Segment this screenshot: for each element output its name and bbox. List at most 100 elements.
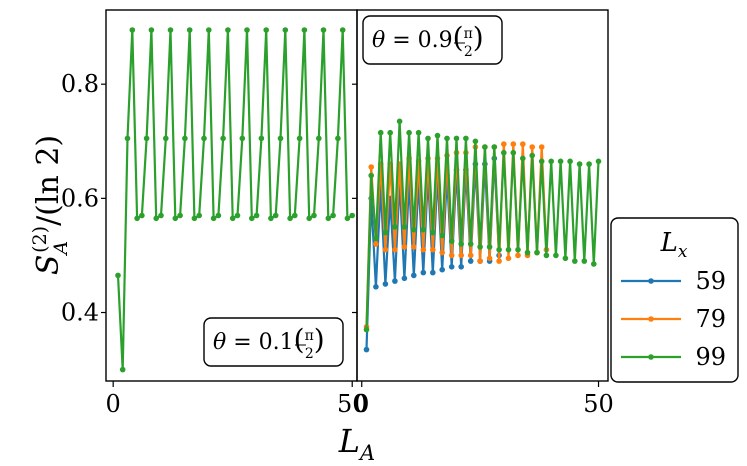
- panel2-point-Lx99: [373, 235, 379, 242]
- panel2-point-Lx79: [486, 255, 493, 262]
- panel2-point-Lx99: [425, 135, 431, 142]
- panel2-point-Lx99: [444, 135, 450, 142]
- panel1-point-Lx99: [306, 215, 313, 222]
- panel1-point-Lx99: [244, 27, 250, 33]
- panel2-point-Lx79: [439, 249, 446, 256]
- legend-label-Lx99: 99: [695, 343, 726, 371]
- panel2-point-Lx99: [501, 149, 507, 156]
- panel2-point-Lx99: [510, 149, 517, 156]
- panel1-point-Lx99: [206, 27, 212, 33]
- panel1-point-Lx99: [330, 212, 336, 219]
- panel1-point-Lx99: [148, 27, 155, 33]
- panel2-point-Lx99: [581, 258, 588, 264]
- panel2-x-tick-label: 0: [354, 390, 369, 418]
- panel2-point-Lx99: [363, 326, 370, 333]
- x-axis-label: LA: [338, 422, 375, 465]
- panel2-point-Lx99: [524, 249, 531, 256]
- panel2-point-Lx79: [529, 144, 535, 150]
- right-panel-frame: [356, 9, 609, 382]
- panel2-point-Lx99: [401, 224, 408, 230]
- panel2-point-Lx79: [515, 252, 521, 259]
- panel1-point-Lx99: [186, 27, 193, 33]
- panel2-point-Lx99: [448, 238, 455, 244]
- panel2-point-Lx79: [382, 246, 389, 253]
- panel2-point-Lx99: [463, 135, 469, 142]
- panel2-point-Lx59: [430, 269, 436, 276]
- panel1-point-Lx99: [287, 215, 293, 222]
- panel2-point-Lx79: [467, 252, 474, 259]
- panel2-point-Lx79: [510, 141, 517, 147]
- panel2-point-Lx99: [576, 161, 583, 167]
- panel2-point-Lx99: [515, 246, 521, 253]
- panel2-point-Lx79: [401, 244, 408, 250]
- panel1-point-Lx99: [163, 135, 169, 142]
- y-axis-label: SA(2)/(ln 2): [29, 135, 72, 275]
- panel2-point-Lx99: [420, 226, 427, 233]
- panel1-point-Lx99: [124, 135, 131, 142]
- panel2-point-Lx99: [520, 155, 526, 162]
- panel1-point-Lx99: [172, 215, 179, 222]
- panel2-point-Lx79: [411, 244, 417, 250]
- panel1-point-Lx99: [349, 212, 356, 219]
- panel1-x-tick-label: 0: [106, 390, 121, 418]
- panel1-point-Lx99: [177, 212, 183, 219]
- panel1-point-Lx99: [229, 215, 236, 222]
- panel1-point-Lx99: [210, 215, 217, 222]
- panel2-point-Lx99: [406, 129, 412, 136]
- panel2-point-Lx79: [373, 241, 379, 247]
- panel2-point-Lx99: [415, 129, 422, 136]
- panel1-point-Lx99: [258, 135, 265, 142]
- panel2-point-Lx79: [458, 252, 465, 259]
- panel2-point-Lx79: [430, 246, 436, 253]
- panel2-point-Lx59: [373, 284, 379, 290]
- right-panel-series: [363, 118, 602, 353]
- panel1-point-Lx99: [272, 212, 279, 219]
- panel1-point-Lx99: [320, 27, 327, 33]
- panel2-point-Lx99: [491, 144, 498, 150]
- panel2-point-Lx99: [567, 158, 573, 165]
- panel2-point-Lx99: [586, 161, 592, 167]
- panel2-point-Lx79: [477, 258, 483, 264]
- legend-marker-Lx79: [648, 316, 654, 322]
- panel2-point-Lx99: [392, 224, 398, 230]
- panel2-x-tick-label: 50: [583, 390, 614, 418]
- panel1-point-Lx99: [239, 135, 246, 142]
- panel2-point-Lx99: [434, 132, 441, 139]
- panel1-point-Lx99: [253, 212, 260, 219]
- panel1-point-Lx99: [249, 215, 255, 222]
- axis-ticks: 0 500.40.60.80 50: [61, 70, 614, 418]
- panel2-point-Lx59: [392, 278, 398, 284]
- panel1-point-Lx99: [339, 27, 346, 33]
- panel2-point-Lx99: [553, 252, 559, 259]
- legend-marker-Lx59: [648, 278, 654, 284]
- panel2-point-Lx59: [363, 346, 370, 353]
- panel1-point-Lx99: [234, 212, 241, 219]
- panel2-point-Lx99: [496, 246, 502, 253]
- left-panel-annotation: θ = 0.1(π 2): [203, 317, 344, 367]
- panel2-point-Lx99: [430, 229, 436, 236]
- panel1-point-Lx99: [282, 27, 289, 33]
- panel1-point-Lx99: [215, 212, 222, 219]
- y-tick-label: 0.4: [61, 299, 99, 327]
- panel1-point-Lx99: [344, 215, 351, 222]
- panel1-x-tick-label: 50: [337, 390, 368, 418]
- panel1-point-Lx99: [263, 27, 270, 33]
- panel2-point-Lx59: [411, 272, 417, 279]
- panel1-point-Lx99: [158, 212, 164, 219]
- panel2-point-Lx59: [467, 258, 474, 264]
- panel1-point-Lx99: [268, 215, 274, 222]
- panel2-point-Lx79: [501, 141, 507, 147]
- panel2-point-Lx59: [458, 264, 465, 270]
- panel1-point-Lx99: [301, 27, 308, 33]
- panel1-point-Lx99: [325, 215, 332, 222]
- panel1-point-Lx99: [153, 215, 159, 222]
- panel2-point-Lx79: [448, 252, 455, 259]
- panel1-point-Lx99: [201, 135, 207, 142]
- panel1-point-Lx99: [129, 27, 136, 33]
- left-panel-series: [115, 27, 356, 373]
- y-tick-label: 0.8: [61, 70, 99, 98]
- panel1-point-Lx99: [167, 27, 174, 33]
- panel2-point-Lx99: [562, 255, 569, 262]
- panel2-line-Lx99: [365, 121, 600, 330]
